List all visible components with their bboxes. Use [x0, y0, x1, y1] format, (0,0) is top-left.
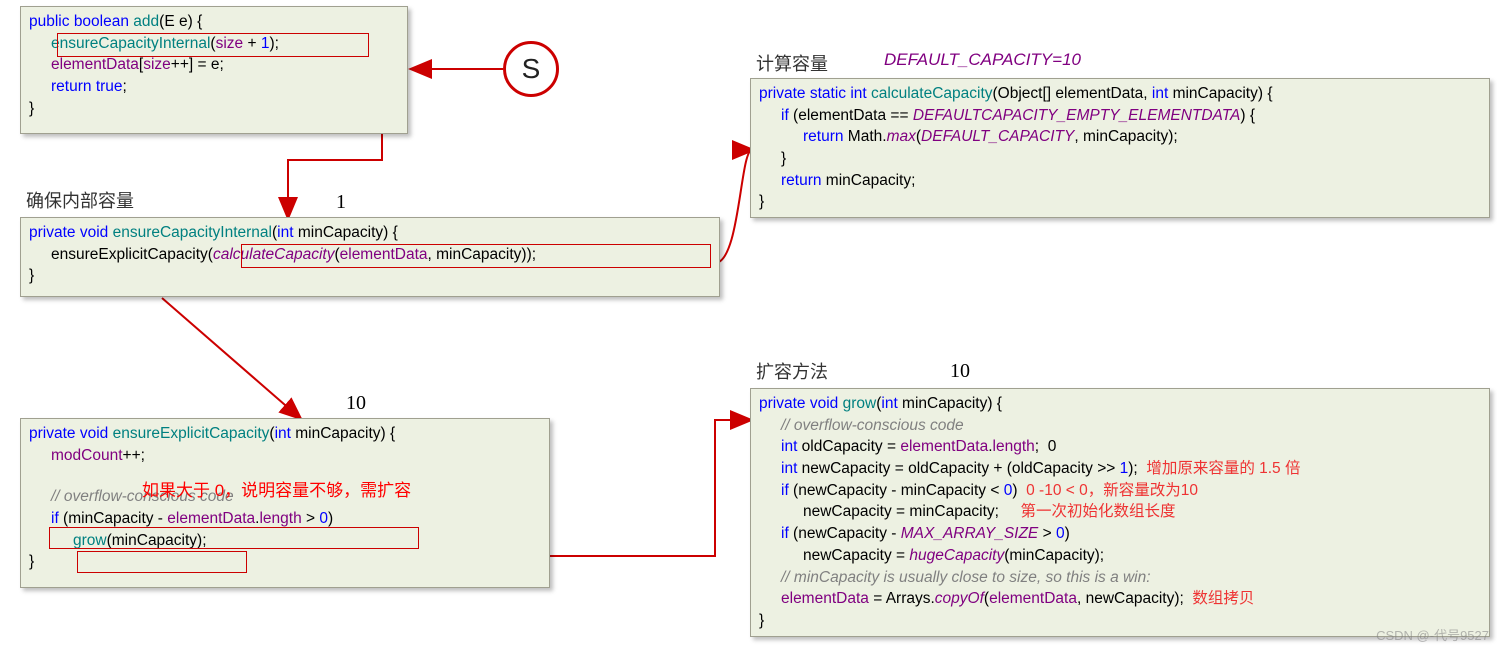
- code-line: return minCapacity;: [759, 170, 1481, 192]
- code-line: if (newCapacity - minCapacity < 0) 0 -10…: [759, 480, 1481, 502]
- codebox-ensure-internal: private void ensureCapacityInternal(int …: [20, 217, 720, 297]
- code-line: private static int calculateCapacity(Obj…: [759, 83, 1481, 105]
- start-label: S: [522, 53, 541, 84]
- note: 数组拷贝: [1192, 590, 1254, 607]
- flow-num-1: 1: [336, 191, 346, 214]
- highlight-box: [49, 527, 419, 549]
- code-line: modCount++;: [29, 445, 541, 467]
- code-line: }: [759, 191, 1481, 213]
- codebox-grow: private void grow(int minCapacity) { // …: [750, 388, 1490, 637]
- code-line: newCapacity = hugeCapacity(minCapacity);: [759, 545, 1481, 567]
- label-grow-method: 扩容方法: [756, 358, 828, 384]
- code-line: }: [759, 610, 1481, 632]
- label-default-cap: DEFAULT_CAPACITY=10: [884, 50, 1081, 70]
- code-line: if (elementData == DEFAULTCAPACITY_EMPTY…: [759, 105, 1481, 127]
- code-line: elementData[size++] = e;: [29, 54, 399, 76]
- code-line: newCapacity = minCapacity; 第一次初始化数组长度: [759, 501, 1481, 523]
- codebox-ensure-explicit: private void ensureExplicitCapacity(int …: [20, 418, 550, 588]
- label-ensure-internal: 确保内部容量: [26, 187, 134, 213]
- note: 0: [1048, 438, 1057, 455]
- highlight-box: [241, 244, 711, 268]
- codebox-calc-capacity: private static int calculateCapacity(Obj…: [750, 78, 1490, 218]
- code-line: int oldCapacity = elementData.length; 0: [759, 436, 1481, 458]
- watermark: CSDN @-代号9527: [1376, 625, 1489, 644]
- note: 增加原来容量的 1.5 倍: [1146, 460, 1300, 477]
- label-calc-capacity: 计算容量: [756, 50, 828, 76]
- code-line: private void grow(int minCapacity) {: [759, 393, 1481, 415]
- start-node: S: [503, 41, 559, 97]
- code-line: return true;: [29, 76, 399, 98]
- note: 第一次初始化数组长度: [1021, 503, 1176, 520]
- code-line: int newCapacity = oldCapacity + (oldCapa…: [759, 458, 1481, 480]
- highlight-box: [57, 33, 369, 57]
- codebox-add: public boolean add(E e) { ensureCapacity…: [20, 6, 408, 134]
- code-line: private void ensureCapacityInternal(int …: [29, 222, 711, 244]
- note: 0 -10 < 0，新容量改为10: [1026, 482, 1198, 499]
- code-line: }: [29, 265, 711, 287]
- code-line: if (newCapacity - MAX_ARRAY_SIZE > 0): [759, 523, 1481, 545]
- highlight-box: [77, 551, 247, 573]
- code-line: // overflow-conscious code: [759, 415, 1481, 437]
- code-line: return Math.max(DEFAULT_CAPACITY, minCap…: [759, 126, 1481, 148]
- flow-num-10b: 10: [950, 360, 970, 383]
- code-line: }: [759, 148, 1481, 170]
- code-line: }: [29, 98, 399, 120]
- note-overflow: 如果大于 0，说明容量不够，需扩容: [142, 476, 411, 501]
- code-line: // minCapacity is usually close to size,…: [759, 567, 1481, 589]
- flow-num-10a: 10: [346, 392, 366, 415]
- code-line: private void ensureExplicitCapacity(int …: [29, 423, 541, 445]
- code-line: elementData = Arrays.copyOf(elementData,…: [759, 588, 1481, 610]
- code-line: public boolean add(E e) {: [29, 11, 399, 33]
